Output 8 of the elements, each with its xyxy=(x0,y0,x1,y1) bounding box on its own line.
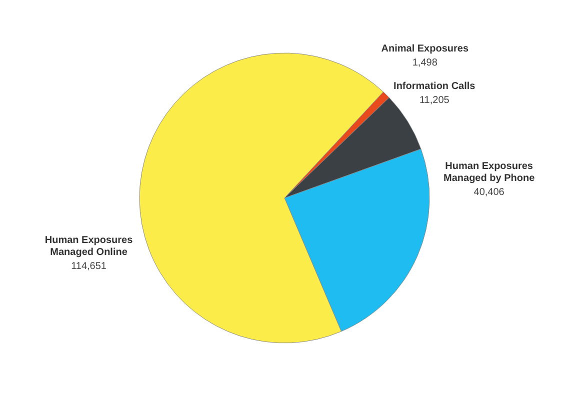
data-label: 1,498 xyxy=(412,58,438,69)
slice-label: Human Exposures Managed by Phone xyxy=(444,160,536,184)
data-label: 114,651 xyxy=(71,260,107,272)
slice-label: Human Exposures Managed Online xyxy=(44,234,134,258)
data-label: 40,406 xyxy=(474,186,505,198)
slice-label: Animal Exposures xyxy=(381,44,469,55)
data-label: 11,205 xyxy=(419,95,450,106)
slice-label: Information Calls xyxy=(394,81,476,92)
